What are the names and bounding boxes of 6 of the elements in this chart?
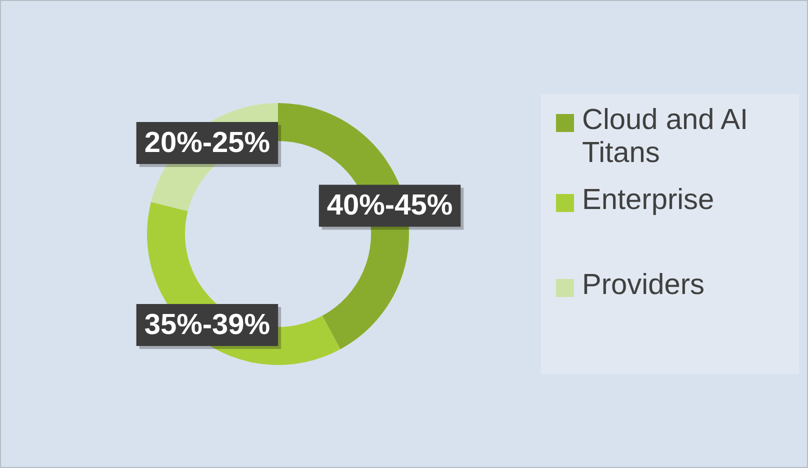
legend-label: Cloud and AI Titans (582, 104, 750, 170)
legend-label: Enterprise (582, 184, 714, 217)
data-label: 40%-45% (326, 190, 453, 222)
legend-label: Providers (582, 269, 704, 302)
data-label: 35%-39% (144, 308, 270, 341)
data-label: 20%-25% (144, 127, 270, 160)
